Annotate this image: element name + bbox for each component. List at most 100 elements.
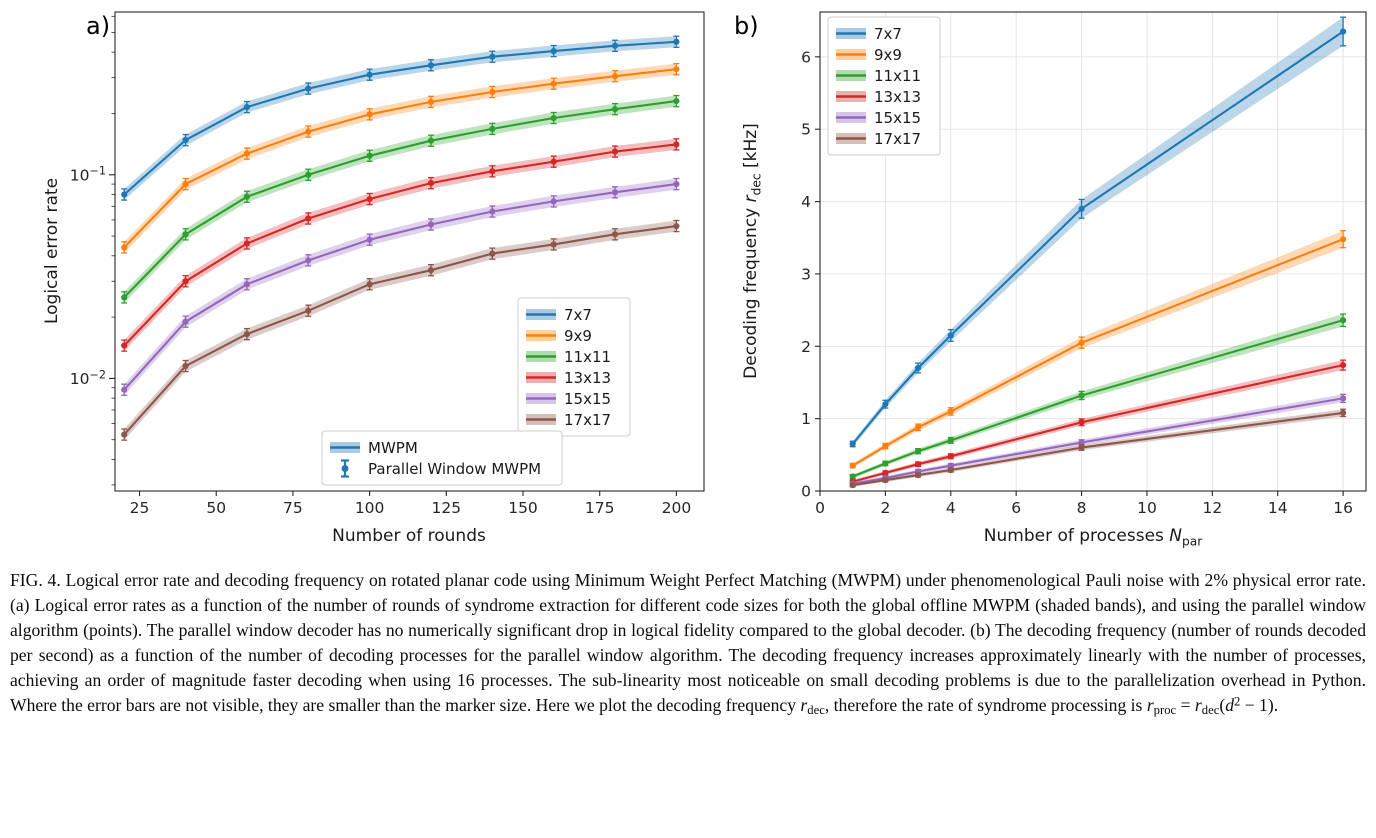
data-point xyxy=(550,158,557,165)
data-point xyxy=(849,473,856,480)
x-tick-label: 175 xyxy=(585,499,615,517)
y-tick-label: 6 xyxy=(801,48,811,66)
data-point xyxy=(489,250,496,257)
y-tick-label: 10−1 xyxy=(70,165,106,185)
data-point xyxy=(366,195,373,203)
series-band xyxy=(124,95,677,303)
series-line xyxy=(123,143,677,347)
x-tick-label: 14 xyxy=(1268,499,1288,517)
series-line xyxy=(123,68,677,249)
data-point xyxy=(947,466,954,474)
legend-item-label: 13x13 xyxy=(874,88,921,106)
legend-item-label: Parallel Window MWPM xyxy=(368,460,541,478)
legend-item-label: 11x11 xyxy=(564,348,611,366)
data-point xyxy=(243,150,251,157)
plot-series xyxy=(849,16,1347,489)
data-point xyxy=(243,103,251,111)
data-point xyxy=(305,215,312,222)
data-point xyxy=(243,240,251,247)
decoder-legend: MWPM Parallel Window MWPM xyxy=(321,430,563,486)
legend-item-label: 17x17 xyxy=(874,130,921,148)
data-point xyxy=(882,460,889,467)
x-tick-label: 6 xyxy=(1011,499,1021,517)
series-band xyxy=(852,230,1344,468)
figure-caption: FIG. 4. Logical error rate and decoding … xyxy=(10,570,1366,717)
x-tick-label: 12 xyxy=(1202,499,1222,517)
x-tick-label: 125 xyxy=(432,499,462,517)
data-point xyxy=(1078,444,1085,451)
legend-item-label: MWPM xyxy=(368,439,418,457)
series-13x13 xyxy=(121,138,680,352)
y-ticks: 0 1 2 3 4 5 6 xyxy=(801,48,820,501)
data-point xyxy=(550,80,557,87)
data-point xyxy=(1340,28,1347,35)
data-point xyxy=(489,168,496,175)
data-point xyxy=(121,386,128,393)
x-tick-label: 2 xyxy=(880,499,890,517)
data-point xyxy=(947,408,954,415)
y-tick-label: 4 xyxy=(801,193,811,211)
series-line xyxy=(852,319,1344,478)
data-point xyxy=(673,141,680,148)
data-point xyxy=(182,318,189,325)
series-line xyxy=(852,364,1344,483)
data-point xyxy=(489,208,496,215)
data-point xyxy=(121,342,128,349)
data-point xyxy=(882,477,889,484)
legend-item-label: 15x15 xyxy=(564,390,611,408)
data-point xyxy=(914,448,922,455)
x-ticks: 0 2 4 6 8 10 12 14 16 xyxy=(815,491,1353,517)
series-line xyxy=(123,225,677,436)
data-point xyxy=(947,437,954,444)
x-tick-label: 75 xyxy=(283,499,303,517)
series-9x9 xyxy=(849,230,1347,469)
series-17x17 xyxy=(849,408,1347,489)
data-point xyxy=(550,114,557,122)
data-point xyxy=(611,231,619,238)
data-point xyxy=(882,443,889,450)
data-point xyxy=(366,152,373,159)
data-point xyxy=(914,461,922,468)
x-tick-label: 10 xyxy=(1137,499,1157,517)
data-point xyxy=(182,362,189,370)
data-point xyxy=(611,148,619,155)
x-tick-label: 25 xyxy=(130,499,150,517)
series-line xyxy=(852,411,1344,487)
series-7x7 xyxy=(849,16,1347,448)
data-point xyxy=(366,281,373,288)
axes: 25 50 75 100 125 150 175 200 10−2 10−1 xyxy=(70,11,705,517)
series-line xyxy=(123,100,677,299)
y-axis-label: Decoding frequency rdec [kHz] xyxy=(741,123,764,379)
series-line xyxy=(123,40,677,196)
data-point xyxy=(1078,205,1085,212)
data-point xyxy=(305,171,312,178)
data-point xyxy=(366,111,373,118)
data-point xyxy=(1078,392,1085,399)
series-band xyxy=(124,178,677,396)
legend-item-label: 9x9 xyxy=(564,327,592,345)
data-point xyxy=(305,128,312,135)
data-point xyxy=(849,462,856,469)
data-point xyxy=(121,431,128,438)
data-point xyxy=(673,222,680,230)
series-13x13 xyxy=(849,359,1347,485)
panel-label: a) xyxy=(86,12,110,40)
data-point xyxy=(427,137,435,144)
data-point xyxy=(882,401,889,408)
data-point xyxy=(489,53,496,60)
data-point xyxy=(673,98,680,105)
data-point xyxy=(914,424,922,431)
x-tick-label: 0 xyxy=(815,499,825,517)
data-point xyxy=(305,257,312,264)
y-tick-label: 0 xyxy=(801,483,811,501)
plot-series xyxy=(121,35,680,441)
data-point xyxy=(611,189,619,196)
data-point xyxy=(1340,361,1347,369)
panel-label: b) xyxy=(734,12,759,40)
data-point xyxy=(947,462,954,469)
data-point xyxy=(673,38,680,45)
data-point xyxy=(550,198,557,205)
data-point xyxy=(882,469,889,477)
y-tick-label: 3 xyxy=(801,265,811,283)
